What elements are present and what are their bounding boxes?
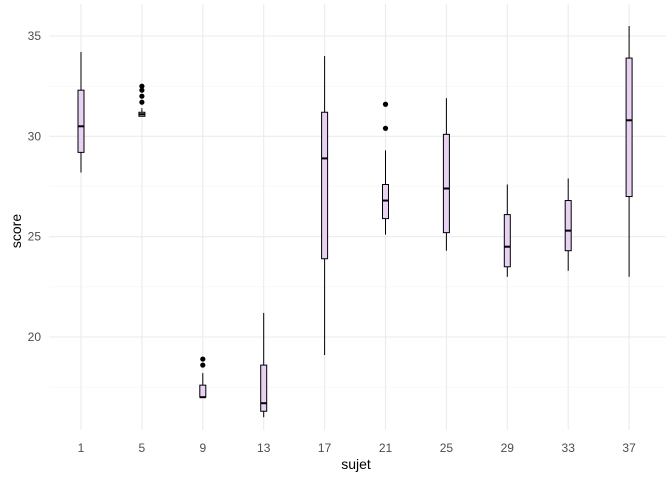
box-29 [503, 184, 511, 277]
y-tick-label: 25 [28, 230, 42, 244]
box-5 [138, 83, 146, 117]
minor-gridlines [49, 85, 666, 388]
major-gridlines [49, 4, 666, 430]
outlier-point [382, 101, 389, 107]
outlier-point [139, 93, 145, 99]
outlier-point [200, 356, 206, 362]
box-25 [442, 98, 450, 251]
x-tick-label: 5 [139, 441, 146, 455]
x-tick-label: 13 [257, 441, 271, 455]
y-tick-label: 35 [28, 29, 42, 43]
box-body [625, 57, 633, 198]
x-axis-tick-labels: 1 5 9 13 17 21 25 29 33 37 [78, 441, 636, 455]
y-axis-title: score [8, 214, 24, 248]
box-body [503, 214, 511, 268]
box-body [564, 200, 572, 252]
x-tick-label: 21 [379, 441, 393, 455]
box-1 [77, 52, 85, 173]
box-body [321, 111, 329, 260]
outlier-point [139, 99, 145, 105]
x-tick-label: 25 [440, 441, 454, 455]
box-13 [260, 312, 268, 418]
box-body [77, 89, 85, 153]
outlier-point [200, 362, 206, 368]
x-tick-label: 9 [199, 441, 206, 455]
box-17 [321, 56, 329, 356]
box-body [442, 133, 450, 234]
box-37 [625, 25, 633, 277]
boxplot-series [77, 25, 633, 418]
outlier-point [139, 83, 145, 89]
box-body [199, 384, 207, 398]
outlier-point [139, 87, 145, 93]
x-tick-label: 37 [622, 441, 636, 455]
y-tick-label: 20 [28, 330, 42, 344]
x-tick-label: 33 [562, 441, 576, 455]
box-33 [564, 178, 572, 271]
x-tick-label: 17 [318, 441, 332, 455]
y-tick-label: 30 [28, 129, 42, 143]
x-tick-label: 1 [78, 441, 85, 455]
outlier-point [382, 125, 389, 131]
x-axis-title: sujet [341, 456, 371, 472]
box-9 [199, 356, 207, 399]
box-body [382, 183, 389, 220]
box-21 [382, 101, 389, 235]
y-axis-tick-labels: 20 25 30 35 [28, 29, 42, 344]
box-body [260, 364, 268, 412]
x-tick-label: 29 [501, 441, 515, 455]
